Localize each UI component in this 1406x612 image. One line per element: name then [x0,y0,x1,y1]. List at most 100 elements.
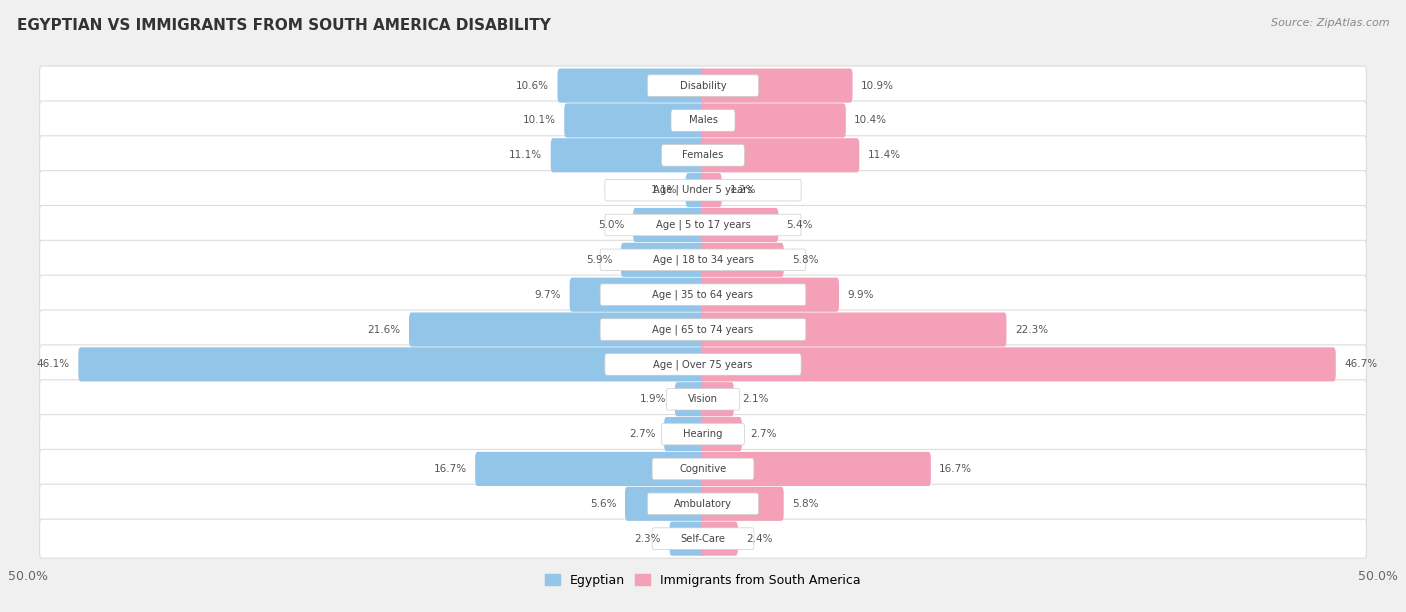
Text: 46.1%: 46.1% [37,359,70,370]
FancyBboxPatch shape [700,208,779,242]
Text: 16.7%: 16.7% [433,464,467,474]
Text: 2.7%: 2.7% [630,429,655,439]
Text: Self-Care: Self-Care [681,534,725,543]
Text: Age | 5 to 17 years: Age | 5 to 17 years [655,220,751,230]
Text: 10.1%: 10.1% [523,116,555,125]
FancyBboxPatch shape [39,206,1367,245]
Text: 11.4%: 11.4% [868,151,901,160]
FancyBboxPatch shape [79,348,706,381]
Text: 2.7%: 2.7% [751,429,776,439]
Text: 10.6%: 10.6% [516,81,550,91]
FancyBboxPatch shape [700,313,1007,346]
FancyBboxPatch shape [652,458,754,480]
FancyBboxPatch shape [700,69,852,103]
Text: Hearing: Hearing [683,429,723,439]
FancyBboxPatch shape [700,243,783,277]
FancyBboxPatch shape [686,173,706,207]
FancyBboxPatch shape [600,284,806,305]
Text: 46.7%: 46.7% [1344,359,1378,370]
Text: Age | 65 to 74 years: Age | 65 to 74 years [652,324,754,335]
Text: 16.7%: 16.7% [939,464,973,474]
FancyBboxPatch shape [647,493,759,515]
FancyBboxPatch shape [675,382,706,416]
FancyBboxPatch shape [666,389,740,410]
Text: 9.9%: 9.9% [848,289,875,300]
Legend: Egyptian, Immigrants from South America: Egyptian, Immigrants from South America [540,569,866,592]
FancyBboxPatch shape [600,319,806,340]
FancyBboxPatch shape [700,487,783,521]
Text: 22.3%: 22.3% [1015,324,1047,335]
FancyBboxPatch shape [621,243,706,277]
FancyBboxPatch shape [605,214,801,236]
FancyBboxPatch shape [39,241,1367,279]
Text: 11.1%: 11.1% [509,151,543,160]
FancyBboxPatch shape [564,103,706,138]
Text: Ambulatory: Ambulatory [673,499,733,509]
FancyBboxPatch shape [633,208,706,242]
Text: Age | Over 75 years: Age | Over 75 years [654,359,752,370]
Text: 2.4%: 2.4% [747,534,773,543]
Text: Females: Females [682,151,724,160]
FancyBboxPatch shape [39,136,1367,175]
FancyBboxPatch shape [39,449,1367,488]
FancyBboxPatch shape [39,484,1367,523]
Text: 10.9%: 10.9% [860,81,894,91]
FancyBboxPatch shape [39,310,1367,349]
Text: 5.6%: 5.6% [591,499,617,509]
FancyBboxPatch shape [39,171,1367,210]
FancyBboxPatch shape [662,424,744,445]
FancyBboxPatch shape [700,382,734,416]
FancyBboxPatch shape [39,345,1367,384]
FancyBboxPatch shape [39,275,1367,314]
Text: Cognitive: Cognitive [679,464,727,474]
FancyBboxPatch shape [551,138,706,173]
Text: 2.1%: 2.1% [742,394,769,405]
Text: 5.0%: 5.0% [599,220,624,230]
FancyBboxPatch shape [647,75,759,97]
Text: 21.6%: 21.6% [367,324,401,335]
FancyBboxPatch shape [600,249,806,271]
Text: Age | 35 to 64 years: Age | 35 to 64 years [652,289,754,300]
FancyBboxPatch shape [605,179,801,201]
Text: Males: Males [689,116,717,125]
Text: 1.2%: 1.2% [730,185,756,195]
FancyBboxPatch shape [605,354,801,375]
FancyBboxPatch shape [39,66,1367,105]
FancyBboxPatch shape [700,278,839,312]
FancyBboxPatch shape [626,487,706,521]
Text: 2.3%: 2.3% [634,534,661,543]
FancyBboxPatch shape [652,528,754,550]
FancyBboxPatch shape [700,452,931,486]
FancyBboxPatch shape [700,173,721,207]
FancyBboxPatch shape [39,519,1367,558]
FancyBboxPatch shape [39,101,1367,140]
FancyBboxPatch shape [700,103,846,138]
Text: 5.8%: 5.8% [792,499,818,509]
Text: EGYPTIAN VS IMMIGRANTS FROM SOUTH AMERICA DISABILITY: EGYPTIAN VS IMMIGRANTS FROM SOUTH AMERIC… [17,18,551,34]
FancyBboxPatch shape [558,69,706,103]
FancyBboxPatch shape [664,417,706,451]
Text: 9.7%: 9.7% [534,289,561,300]
FancyBboxPatch shape [39,379,1367,419]
Text: Age | 18 to 34 years: Age | 18 to 34 years [652,255,754,265]
FancyBboxPatch shape [671,110,735,131]
Text: 5.8%: 5.8% [792,255,818,265]
FancyBboxPatch shape [669,521,706,556]
Text: 1.9%: 1.9% [640,394,666,405]
FancyBboxPatch shape [700,521,738,556]
Text: Source: ZipAtlas.com: Source: ZipAtlas.com [1271,18,1389,28]
Text: 5.9%: 5.9% [586,255,613,265]
FancyBboxPatch shape [700,417,742,451]
FancyBboxPatch shape [569,278,706,312]
Text: Age | Under 5 years: Age | Under 5 years [654,185,752,195]
FancyBboxPatch shape [700,138,859,173]
FancyBboxPatch shape [409,313,706,346]
Text: Disability: Disability [679,81,727,91]
FancyBboxPatch shape [39,414,1367,453]
Text: 1.1%: 1.1% [651,185,678,195]
FancyBboxPatch shape [662,144,744,166]
Text: 5.4%: 5.4% [787,220,813,230]
Text: Vision: Vision [688,394,718,405]
Text: 10.4%: 10.4% [855,116,887,125]
FancyBboxPatch shape [475,452,706,486]
